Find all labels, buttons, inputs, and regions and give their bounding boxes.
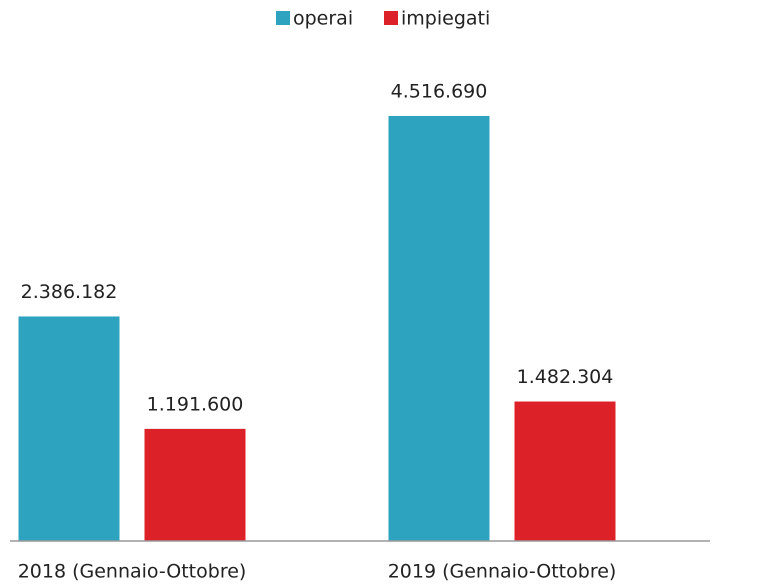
bar [514,401,616,541]
bar [18,316,120,541]
x-tick-label: 2019 (Gennaio-Ottobre) [388,561,617,583]
value-label: 1.482.304 [517,366,614,388]
bar [144,428,246,541]
legend-label: impiegati [401,8,490,30]
legend-swatch [276,11,290,25]
value-label: 2.386.182 [21,281,118,303]
value-label: 4.516.690 [391,81,488,103]
legend-label: operai [293,8,353,30]
value-label: 1.191.600 [147,393,244,415]
legend-swatch [384,11,398,25]
x-tick-label: 2018 (Gennaio-Ottobre) [18,561,247,583]
bar [388,116,490,541]
